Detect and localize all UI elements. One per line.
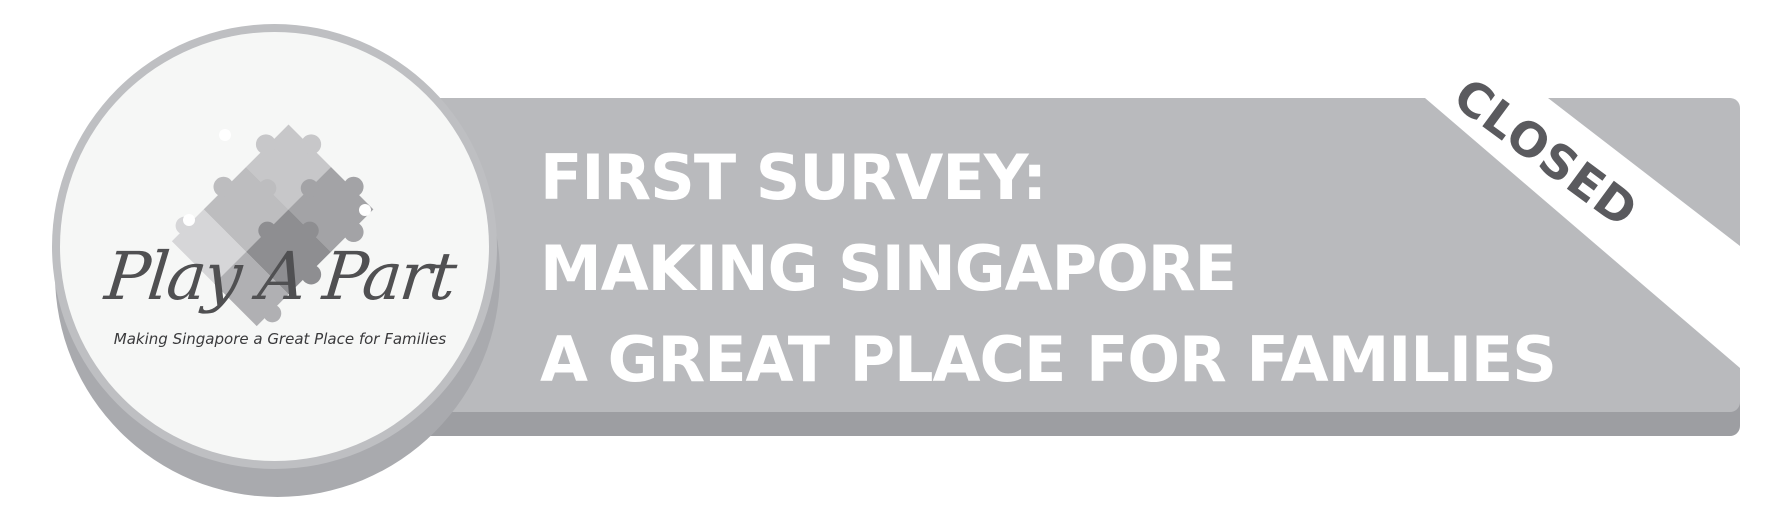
survey-title-line-1: FIRST SURVEY: [540, 141, 1047, 214]
survey-title-line-2: MAKING SINGAPORE [540, 232, 1237, 305]
corner-ribbon [1425, 98, 1740, 368]
title-band [400, 98, 1740, 412]
logo-wordmark: Play A Part [101, 238, 459, 315]
survey-title-line-3: A GREAT PLACE FOR FAMILIES [540, 323, 1557, 396]
survey-title: FIRST SURVEY: MAKING SINGAPORE A GREAT P… [540, 132, 1557, 405]
puzzle-pieces-icon [171, 124, 374, 327]
logo-tagline: Making Singapore a Great Place for Famil… [113, 330, 447, 348]
